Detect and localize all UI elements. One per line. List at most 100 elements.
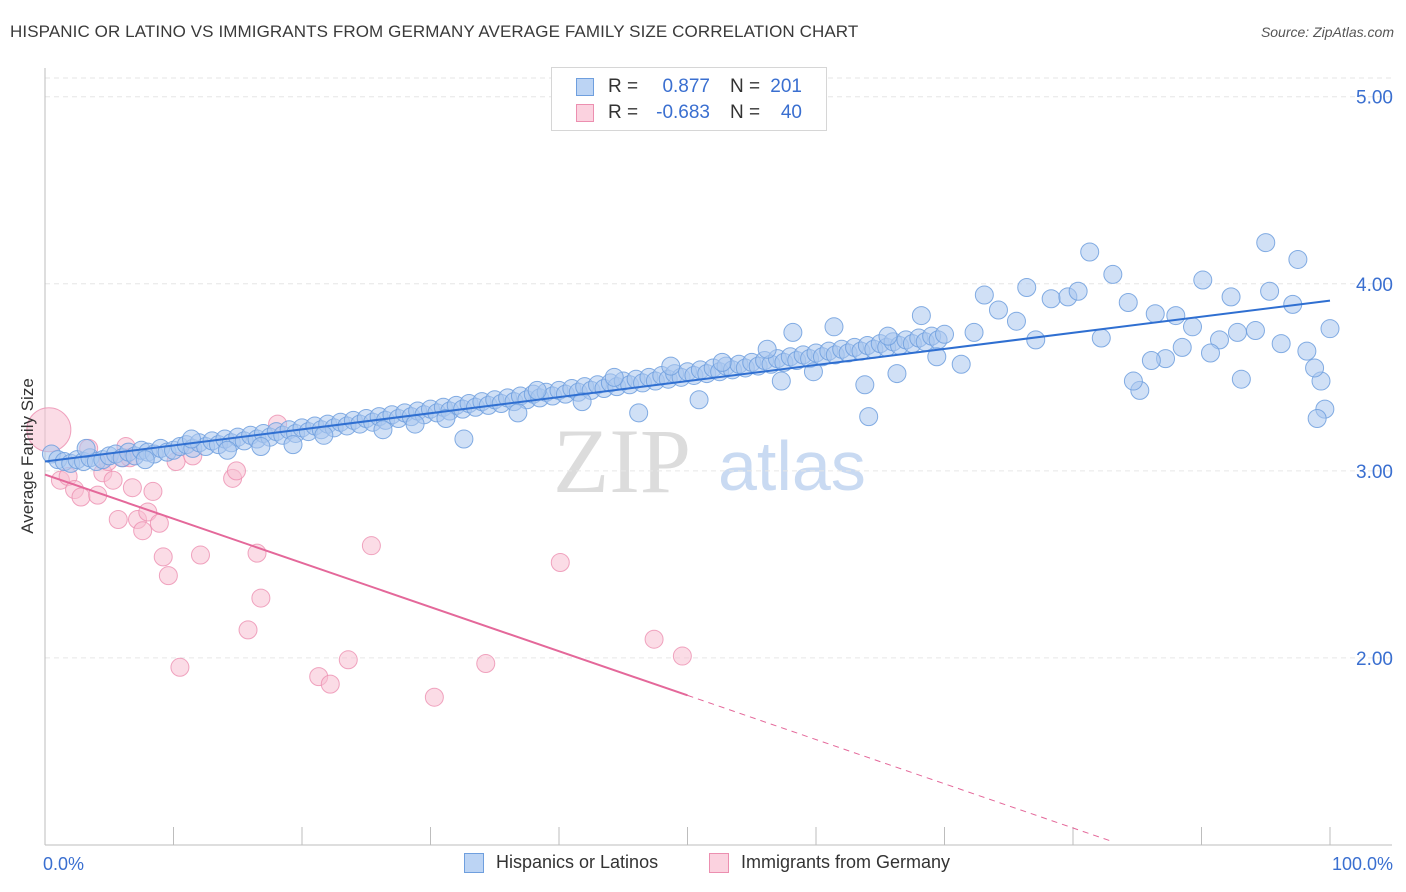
watermark-atlas: atlas [718,427,866,505]
data-point-germany [550,553,570,573]
data-point-hispanics [1297,341,1317,361]
data-point-germany [153,547,173,567]
data-point-germany [644,629,664,649]
data-point-hispanics [951,354,971,374]
r-label: R = [608,102,639,123]
data-point-germany [158,566,178,586]
data-point-hispanics [629,403,649,423]
trendlines [44,299,1331,842]
data-point-hispanics [1200,343,1220,363]
data-point-hispanics [887,364,907,384]
trendline-germany-extension [687,694,1112,842]
watermark: ZIP atlas [553,410,866,512]
data-point-hispanics [1166,306,1186,326]
legend-swatch-blue [576,78,594,96]
data-point-germany [226,461,246,481]
data-point-germany [320,674,340,694]
data-point-germany [190,545,210,565]
trendline-germany [44,473,688,697]
data-point-hispanics [1320,319,1340,339]
legend-label-hispanics: Hispanics or Latinos [496,852,659,872]
data-point-hispanics [135,450,155,470]
data-point-hispanics [314,425,334,445]
data-point-hispanics [1123,371,1143,391]
data-point-hispanics [1307,408,1327,428]
data-point-hispanics [283,435,303,455]
data-point-germany [71,487,91,507]
data-point-hispanics [964,322,984,342]
data-point-hispanics [855,375,875,395]
data-point-hispanics [1221,287,1241,307]
data-point-hispanics [217,440,237,460]
data-point-germany [108,509,128,529]
legend-item-hispanics: Hispanics or Latinos [464,852,658,873]
x-tick-labels: 0.0% 100.0% [43,854,1393,874]
data-point-hispanics [771,371,791,391]
data-point-hispanics [181,429,201,449]
data-point-hispanics [1172,337,1192,357]
data-point-germany [251,588,271,608]
data-point-hispanics [1193,270,1213,290]
data-point-hispanics [604,367,624,387]
data-point-germany [672,646,692,666]
data-point-hispanics [251,437,271,457]
data-point-hispanics [974,285,994,305]
legend-swatch-pink [709,852,729,873]
data-point-germany [476,654,496,674]
legend-swatch-blue [464,852,484,873]
correlation-legend: R = 0.877 N = 201 R = -0.683 N = 40 [551,67,827,131]
data-point-hispanics [1305,358,1325,378]
data-point-hispanics [661,356,681,376]
data-point-hispanics [911,306,931,326]
data-point-hispanics [1231,369,1251,389]
r-value: -0.683 [656,102,710,123]
data-point-hispanics [1141,350,1161,370]
data-point-germany [338,650,358,670]
y-tick-label: 3.00 [1356,462,1393,483]
data-point-hispanics [436,408,456,428]
n-value: 40 [780,102,802,123]
data-point-hispanics [1256,233,1276,253]
data-point-hispanics [935,324,954,344]
data-point-germany [238,620,258,640]
n-label: N = [730,102,761,123]
data-point-hispanics [373,420,393,440]
data-point-hispanics [1103,264,1123,284]
data-point-hispanics [1183,317,1203,337]
y-tick-label: 5.00 [1356,88,1393,109]
data-point-hispanics [454,429,474,449]
data-point-hispanics [1026,330,1046,350]
chart-title: HISPANIC OR LATINO VS IMMIGRANTS FROM GE… [10,22,859,41]
r-label: R = [608,76,639,97]
data-point-germany [170,657,190,677]
y-tick-label: 4.00 [1356,275,1393,296]
data-point-hispanics [803,362,823,382]
chart-source: Source: ZipAtlas.com [1260,24,1394,40]
legend-row-hispanics: R = 0.877 N = 201 [576,75,802,99]
data-point-hispanics [1017,278,1037,298]
data-point-hispanics [689,390,709,410]
data-point-hispanics [1041,289,1061,309]
data-point-hispanics [508,403,528,423]
data-point-hispanics [757,339,777,359]
legend-swatch-pink [576,104,594,122]
data-point-hispanics [1227,322,1247,342]
data-point-germany [122,478,142,498]
data-point-hispanics [988,300,1008,320]
y-tick-label: 2.00 [1356,649,1393,670]
data-point-hispanics [1260,281,1280,301]
data-point-hispanics [1091,328,1111,348]
data-point-hispanics [824,317,844,337]
x-tick-label: 100.0% [1332,854,1393,874]
data-point-hispanics [927,347,947,367]
data-point-germany [361,536,381,556]
data-point-hispanics [1068,281,1088,301]
watermark-zip: ZIP [553,410,691,512]
data-point-hispanics [405,414,425,434]
data-point-hispanics [1006,311,1026,331]
data-point-germany [143,481,163,501]
data-point-hispanics [572,392,592,412]
data-point-hispanics [1288,249,1308,269]
legend-label-germany: Immigrants from Germany [741,852,951,872]
data-point-hispanics [783,322,803,342]
